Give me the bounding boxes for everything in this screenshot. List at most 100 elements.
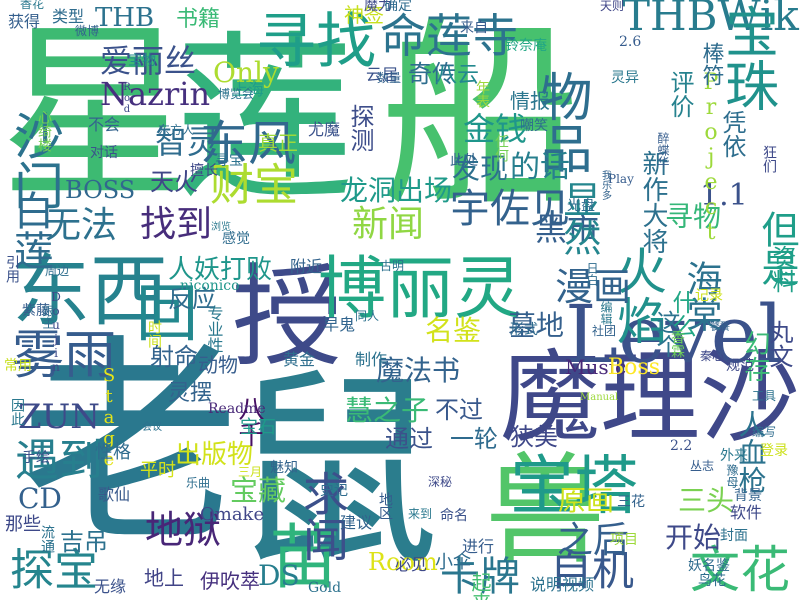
cloud-word: Project <box>699 70 724 245</box>
cloud-word: 智灵 <box>155 123 219 161</box>
cloud-word: 火焰 <box>609 245 667 345</box>
cloud-word: 云居 <box>366 65 398 84</box>
cloud-word: 紫藤 <box>22 303 50 319</box>
cloud-word: 人血枪 <box>735 410 768 494</box>
cloud-word: 探测 <box>346 104 374 152</box>
cloud-word: 开始 <box>665 521 721 554</box>
cloud-word: 白莲 <box>7 190 53 270</box>
cloud-word: 起来 <box>468 572 492 600</box>
cloud-word: 感觉 <box>222 230 250 247</box>
cloud-word: 日白 <box>585 262 599 286</box>
cloud-word: Readme <box>208 401 266 417</box>
cloud-word: 船 <box>380 0 580 233</box>
cloud-word: 命莲寺 <box>380 9 518 63</box>
cloud-word: 歌仙 <box>98 485 130 504</box>
cloud-word: 神签 <box>344 3 384 27</box>
cloud-word: Level <box>565 288 784 381</box>
cloud-word: THBWiki <box>622 0 800 40</box>
cloud-word: 背景 <box>734 488 762 504</box>
cloud-word: 专业性 <box>205 305 224 353</box>
cloud-word: 慧之子 <box>345 394 429 427</box>
cloud-word: 动物 <box>198 353 238 377</box>
cloud-word: 苗 <box>258 520 340 590</box>
cloud-word: 我乐多 <box>600 170 612 201</box>
cloud-word: 确定 <box>384 0 412 14</box>
cloud-word: 数量 <box>377 70 401 85</box>
cloud-word: Gold <box>308 580 341 596</box>
cloud-word: 制作 <box>355 350 387 369</box>
cloud-word: 性格 <box>95 442 131 463</box>
cloud-word: 之后 <box>557 520 629 561</box>
cloud-word: 嘲笑 <box>520 118 548 134</box>
cloud-word: 海棠 <box>681 260 722 332</box>
cloud-word: 宝塔 <box>510 450 638 524</box>
cloud-word: 东西 <box>12 247 168 337</box>
cloud-word: 2.6 <box>619 34 641 50</box>
cloud-word: 外来 <box>720 448 748 464</box>
cloud-word: 时间 <box>146 320 162 349</box>
cloud-word: 寻找 <box>256 7 376 77</box>
cloud-word: 黑市 <box>535 210 599 248</box>
cloud-word: 显然 <box>557 180 601 256</box>
cloud-word: 三月 <box>238 465 262 479</box>
cloud-word: 古明 <box>380 258 404 273</box>
cloud-word: 魔理沙 <box>500 339 800 456</box>
cloud-word: 狂们 <box>761 145 777 174</box>
cloud-word: 但是 <box>755 210 799 286</box>
cloud-word: 无法 <box>45 205 117 246</box>
cloud-word: Doujin <box>49 290 63 374</box>
cloud-word: 狭美 <box>510 423 558 451</box>
cloud-word: 平时 <box>140 460 176 481</box>
cloud-word: 乐曲 <box>186 476 210 490</box>
cloud-word: 来自 <box>460 20 488 36</box>
cloud-word: 三头 <box>678 484 734 517</box>
cloud-word: 任何 <box>493 134 509 162</box>
cloud-word: 史记 <box>320 483 348 499</box>
cloud-word: 吉吊 <box>60 528 108 556</box>
cloud-word: 2.2 <box>670 438 692 454</box>
cloud-word: 手绘 <box>22 450 50 466</box>
cloud-word: 地狱 <box>145 508 221 552</box>
cloud-word: 财宝 <box>210 160 298 211</box>
cloud-word: 无缘 <box>94 577 126 596</box>
cloud-word: 文花 <box>690 541 790 599</box>
cloud-word: 周边 <box>45 264 69 278</box>
cloud-word: 名鉴 <box>425 314 481 347</box>
cloud-word: 项目 <box>610 532 638 548</box>
cloud-word: 记录 <box>695 288 723 304</box>
cloud-word: 魅知 <box>270 459 298 476</box>
cloud-word: 星 <box>0 4 190 225</box>
cloud-word: 魔力 <box>364 0 392 14</box>
cloud-word: 黄金 <box>283 350 315 369</box>
cloud-word: 八千 <box>234 395 264 447</box>
cloud-word: 附近 <box>290 257 322 276</box>
cloud-word: 天火 <box>150 168 198 196</box>
cloud-word: 漫画 <box>555 265 631 309</box>
cloud-word: Stage <box>99 365 120 470</box>
cloud-word: 奇传 <box>408 60 456 88</box>
cloud-word: 上海 <box>232 80 264 99</box>
cloud-word: 真正 <box>258 131 298 155</box>
cloud-word: 深秘 <box>428 475 452 489</box>
cloud-word: 不会 <box>88 115 120 134</box>
cloud-word: THB <box>95 3 154 33</box>
cloud-word: 情报 <box>510 89 550 113</box>
cloud-word: 进行 <box>462 537 494 556</box>
cloud-word: 幻存 <box>740 330 770 382</box>
cloud-word: 建议 <box>340 513 372 532</box>
cloud-word: 秦心 <box>700 349 724 363</box>
cloud-word: 编辑 <box>599 300 613 325</box>
cloud-word: 铃奈庵 <box>505 37 547 54</box>
cloud-word: 龙洞出场 <box>340 174 452 207</box>
cloud-word: 微博 <box>75 23 99 38</box>
cloud-word: 评价 <box>666 70 694 118</box>
cloud-word: 地区 <box>377 492 393 520</box>
cloud-word: 棒符 <box>699 42 725 86</box>
cloud-word: 小伞 <box>435 552 471 573</box>
cloud-word: 凭依 <box>718 110 746 158</box>
cloud-word: 这个 <box>652 310 680 358</box>
cloud-word: 丸文 <box>765 320 793 368</box>
cloud-word: 新作大将 <box>638 150 668 254</box>
cloud-word: 墓地 <box>508 309 564 342</box>
cloud-word: 授 <box>232 253 342 381</box>
